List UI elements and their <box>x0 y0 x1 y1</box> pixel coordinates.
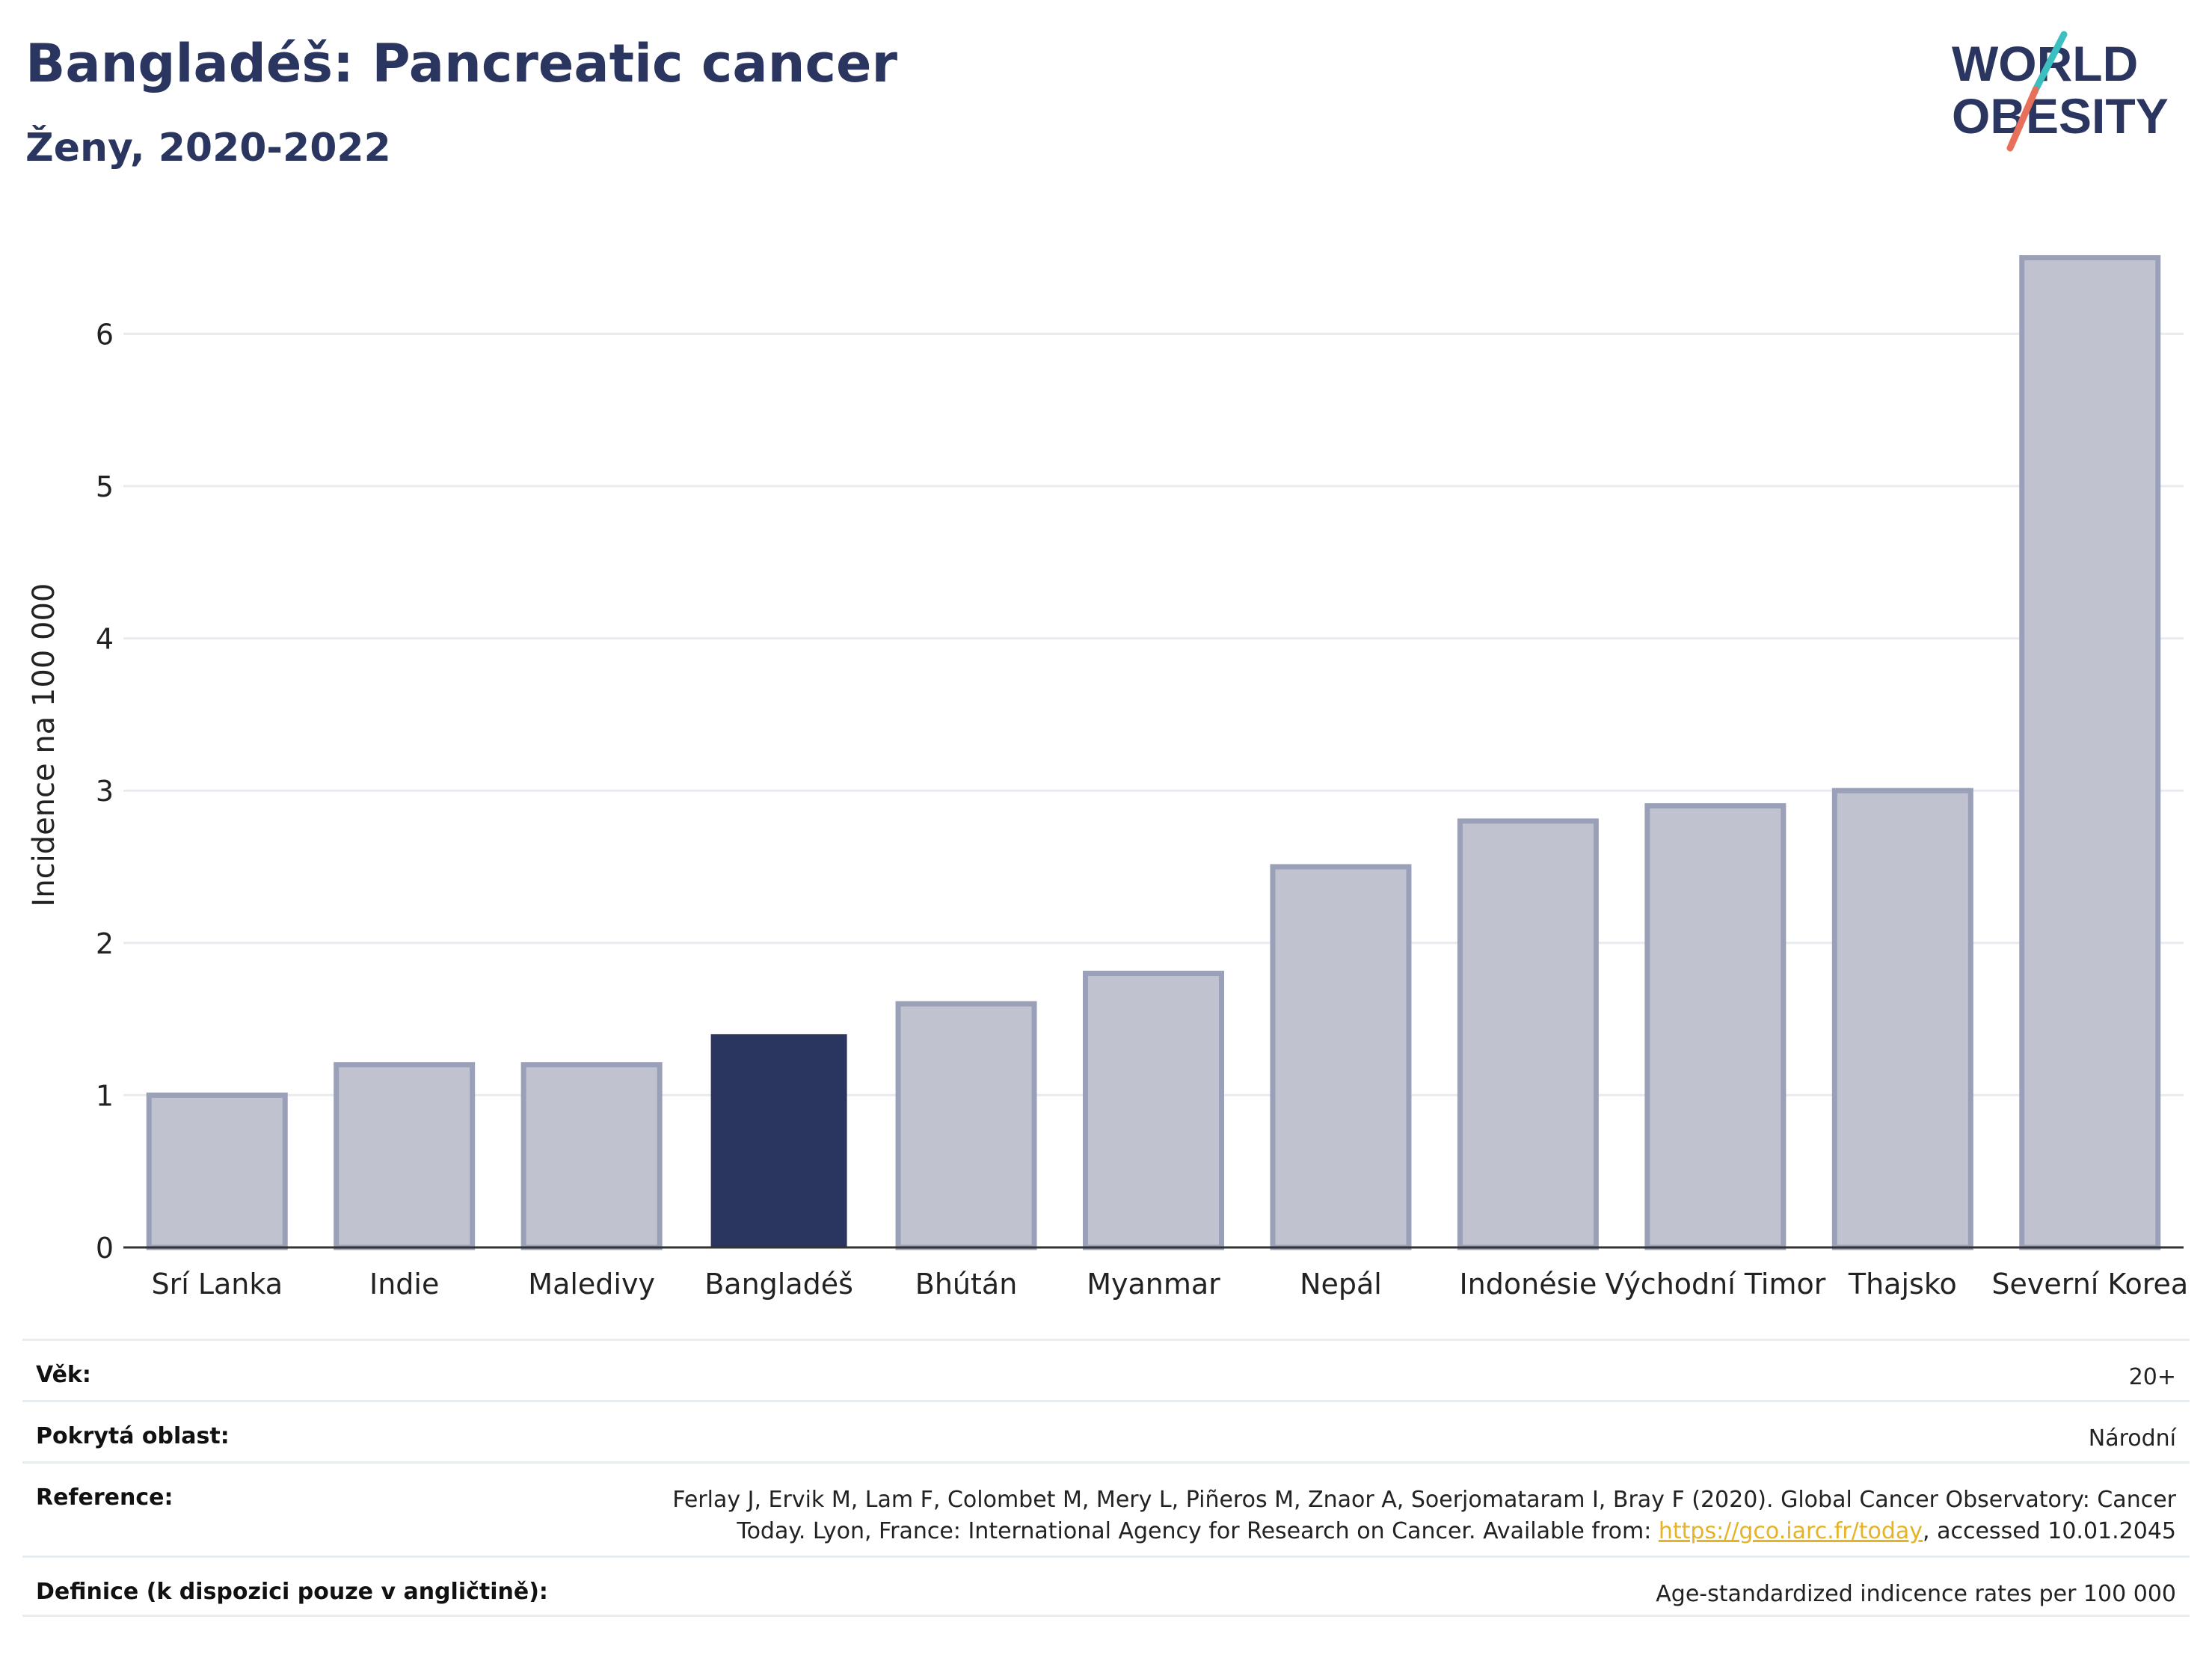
x-tick-label: Maledivy <box>528 1268 655 1301</box>
metadata-table: Věk: 20+ Pokrytá oblast: Národní Referen… <box>22 1339 2190 1617</box>
bar-thajsko <box>1831 787 1973 1250</box>
reference-label: Reference: <box>36 1484 173 1511</box>
bars <box>146 255 2161 1250</box>
bar-bangladéš <box>710 1034 847 1247</box>
meta-row-age: Věk: 20+ <box>22 1339 2190 1400</box>
bar-indonésie <box>1457 818 1599 1250</box>
world-obesity-logo: WORLD OBESITY <box>1952 31 2169 152</box>
meta-row-area: Pokrytá oblast: Národní <box>22 1400 2190 1461</box>
y-axis-label: Incidence na 100 000 <box>27 583 61 907</box>
x-tick-label: Myanmar <box>1087 1268 1220 1301</box>
x-tick-label: Bhútán <box>915 1268 1018 1301</box>
bar-nepál <box>1270 864 1412 1250</box>
bar-indie <box>334 1062 476 1250</box>
x-tick-label: Thajsko <box>1848 1268 1957 1301</box>
bar-severní-korea <box>2019 255 2161 1250</box>
logo-line2: OBESITY <box>1952 88 2169 144</box>
meta-row-definition: Definice (k dispozici pouze v angličtině… <box>22 1556 2190 1617</box>
age-label: Věk: <box>36 1362 91 1388</box>
reference-text: Ferlay J, Ervik M, Lam F, Colombet M, Me… <box>672 1487 2176 1544</box>
y-tick-label: 2 <box>96 927 114 960</box>
y-tick-label: 0 <box>96 1232 114 1265</box>
bar-východní-timor <box>1644 803 1787 1250</box>
y-tick-label: 6 <box>96 318 114 351</box>
x-tick-label: Indie <box>369 1268 439 1301</box>
y-tick-label: 5 <box>96 470 114 503</box>
y-tick-labels: 0 1 2 3 4 5 6 <box>96 318 114 1265</box>
y-tick-label: 4 <box>96 623 114 656</box>
bar-myanmar <box>1083 971 1224 1250</box>
meta-row-reference: Reference: Ferlay J, Ervik M, Lam F, Col… <box>22 1461 2190 1556</box>
x-tick-label: Nepál <box>1300 1268 1382 1301</box>
x-tick-label: Bangladéš <box>704 1268 853 1301</box>
x-tick-label: Srí Lanka <box>151 1268 283 1301</box>
x-tick-labels: Srí Lanka Indie Maledivy Bangladéš Bhútán Mya… <box>151 1268 2188 1301</box>
page-subtitle: Ženy, 2020-2022 <box>25 126 391 171</box>
y-tick-label: 3 <box>96 775 114 808</box>
x-tick-label: Severní Korea <box>1991 1268 2188 1301</box>
area-label: Pokrytá oblast: <box>36 1423 230 1449</box>
definition-label: Definice (k dispozici pouze v angličtině… <box>36 1579 548 1605</box>
bar-srí-lanka <box>146 1092 288 1250</box>
age-value: 20+ <box>2128 1364 2176 1390</box>
x-tick-label: Východní Timor <box>1605 1268 1825 1301</box>
reference-accessed: , accessed 10.01.2045 <box>1923 1518 2176 1544</box>
page-title: Bangladéš: Pancreatic cancer <box>25 33 897 94</box>
bar-bhútán <box>895 1001 1037 1250</box>
x-tick-label: Indonésie <box>1459 1268 1597 1301</box>
reference-value: Ferlay J, Ervik M, Lam F, Colombet M, Me… <box>606 1484 2176 1547</box>
bar-maledivy <box>520 1062 663 1250</box>
logo-slash-coral <box>2006 86 2039 152</box>
logo-line1: WORLD <box>1952 36 2138 91</box>
reference-link[interactable]: https://gco.iarc.fr/today <box>1658 1518 1923 1544</box>
y-tick-label: 1 <box>96 1079 114 1112</box>
definition-value: Age-standardized indicence rates per 100… <box>1656 1581 2176 1607</box>
logo-slash-teal <box>2032 31 2068 93</box>
area-value: Národní <box>2088 1425 2176 1452</box>
bar-chart: 0 1 2 3 4 5 6 Srí Lanka Indie Maledivy Bangladéš B… <box>27 255 2188 1301</box>
